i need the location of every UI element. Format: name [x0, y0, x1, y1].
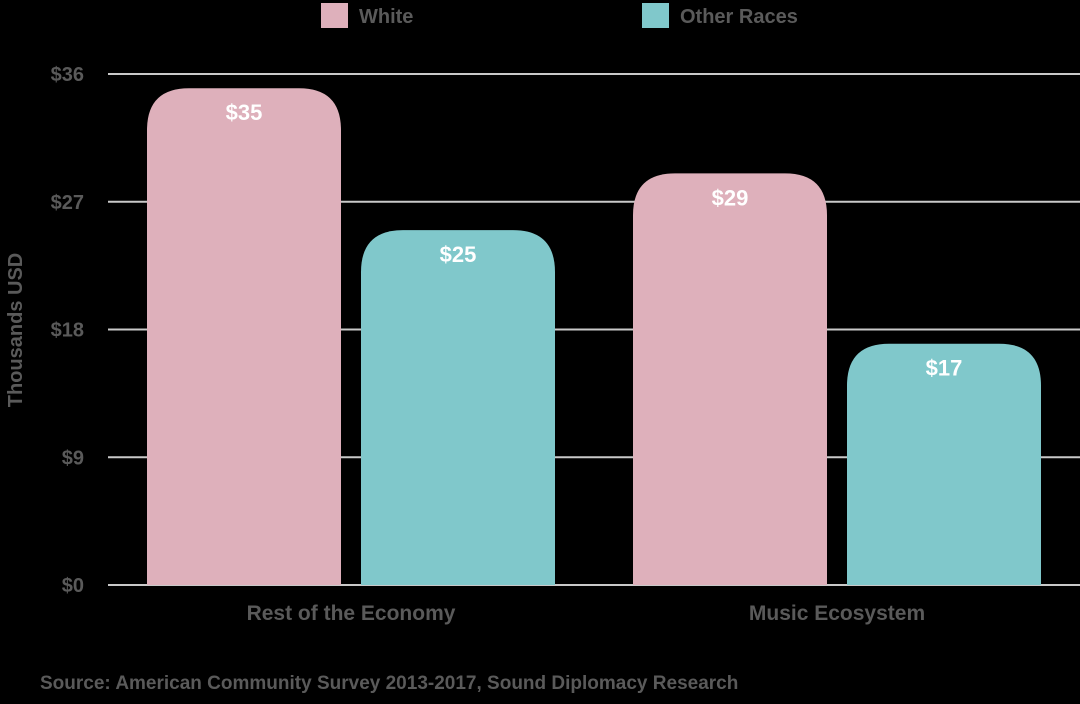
y-tick-label: $36	[51, 64, 84, 86]
y-tick-label: $27	[51, 192, 84, 214]
category-label: Rest of the Economy	[247, 602, 456, 625]
bar-white	[147, 88, 341, 585]
y-axis-ticks: $0 $9 $18 $27 $36	[51, 64, 84, 597]
bar-other-races	[847, 343, 1041, 585]
bar-value-label: $25	[440, 242, 477, 267]
legend: White Other Races	[321, 3, 798, 28]
category-labels: Rest of the Economy Music Ecosystem	[247, 602, 926, 625]
legend-label-other-races: Other Races	[680, 6, 798, 28]
legend-swatch-other-races	[642, 3, 669, 28]
source-note: Source: American Community Survey 2013-2…	[40, 673, 738, 694]
legend-label-white: White	[359, 6, 413, 28]
bars	[147, 88, 1041, 585]
bar-other-races	[361, 230, 555, 585]
category-label: Music Ecosystem	[749, 602, 925, 625]
y-tick-label: $9	[62, 447, 84, 469]
y-axis-title: Thousands USD	[5, 253, 27, 407]
y-tick-label: $18	[51, 320, 84, 342]
value-labels: $35 $25 $29 $17	[226, 100, 963, 381]
legend-swatch-white	[321, 3, 348, 28]
bar-value-label: $17	[926, 356, 963, 381]
y-tick-label: $0	[62, 575, 84, 597]
bar-value-label: $35	[226, 100, 263, 125]
bar-white	[633, 173, 827, 585]
bar-value-label: $29	[712, 185, 749, 210]
